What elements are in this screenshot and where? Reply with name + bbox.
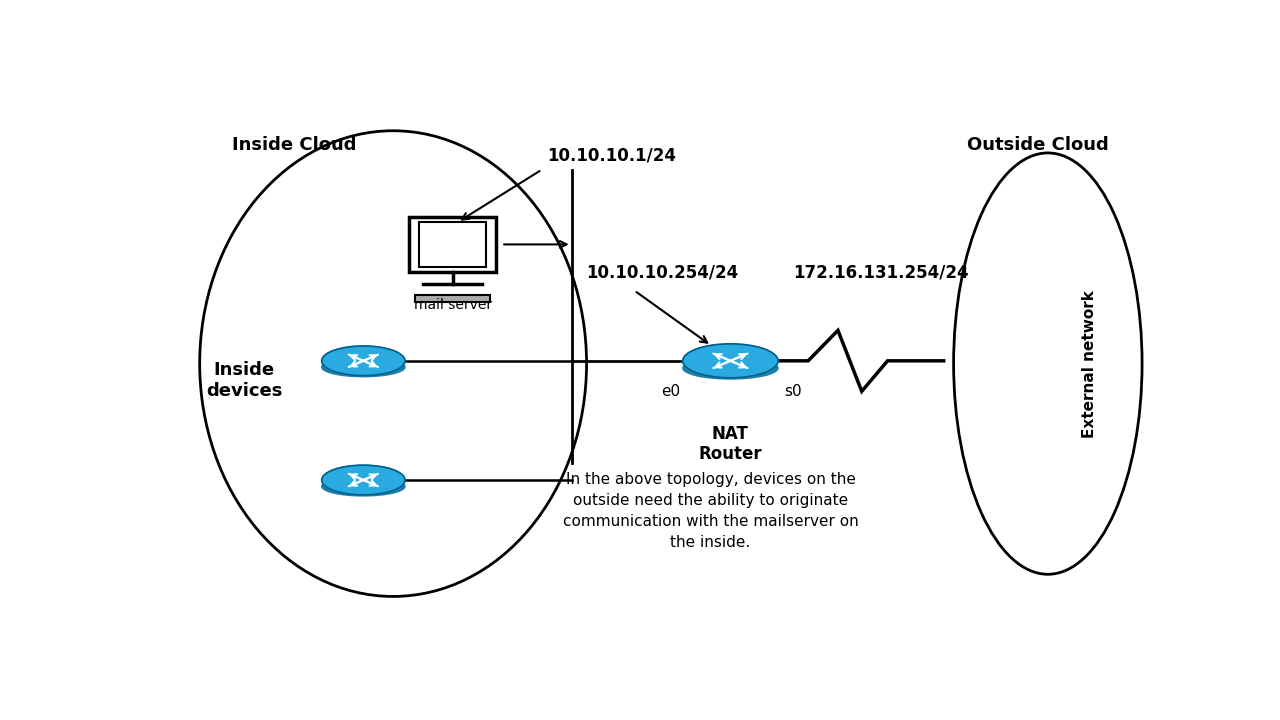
Bar <box>410 217 497 272</box>
Text: Inside Cloud: Inside Cloud <box>232 135 356 153</box>
Text: In the above topology, devices on the
outside need the ability to originate
comm: In the above topology, devices on the ou… <box>563 472 859 549</box>
Text: Inside
devices: Inside devices <box>206 361 283 400</box>
Ellipse shape <box>321 477 404 496</box>
Text: Outside Cloud: Outside Cloud <box>968 135 1108 153</box>
Text: External network: External network <box>1082 289 1097 438</box>
Text: e0: e0 <box>662 384 681 399</box>
Ellipse shape <box>682 357 778 379</box>
Text: NAT
Router: NAT Router <box>699 425 762 464</box>
Bar <box>419 222 486 266</box>
Ellipse shape <box>682 344 778 378</box>
Text: s0: s0 <box>785 384 801 399</box>
Text: 172.16.131.254/24: 172.16.131.254/24 <box>792 263 969 281</box>
Text: mail server: mail server <box>413 298 492 312</box>
Ellipse shape <box>321 465 404 495</box>
Bar <box>415 295 490 302</box>
Ellipse shape <box>321 346 404 376</box>
Text: 10.10.10.254/24: 10.10.10.254/24 <box>586 263 739 281</box>
Ellipse shape <box>321 358 404 377</box>
Text: 10.10.10.1/24: 10.10.10.1/24 <box>547 147 676 165</box>
